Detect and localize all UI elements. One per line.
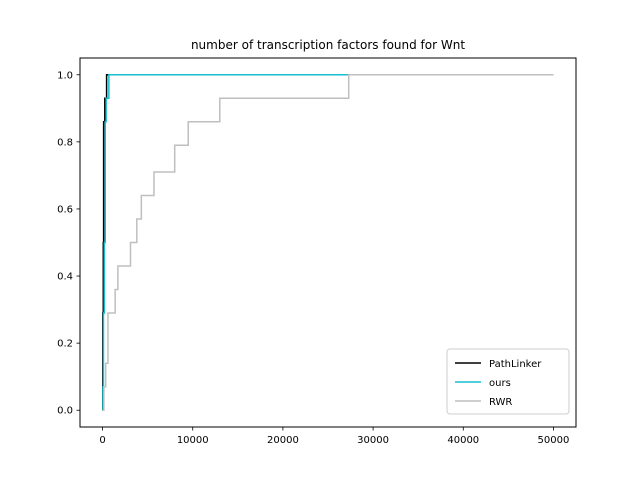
y-tick-label: 1.0 (57, 70, 73, 81)
legend-label: PathLinker (489, 359, 542, 370)
legend-label: RWR (489, 397, 512, 408)
y-tick-label: 0.6 (57, 204, 73, 215)
series-line-rwr (102, 74, 554, 411)
legend-box (446, 348, 570, 415)
series-layer (102, 74, 554, 411)
y-tick-label: 0.4 (57, 272, 73, 283)
legend: PathLinker ours RWR (446, 348, 570, 415)
x-tick-label: 50000 (538, 435, 570, 446)
plot-frame (79, 57, 577, 428)
x-tick-label: 40000 (447, 435, 479, 446)
legend-label: ours (489, 378, 511, 389)
chart-title: number of transcription factors found fo… (191, 38, 465, 52)
y-axis: 0.0 0.2 0.4 0.6 0.8 1.0 (57, 70, 80, 417)
x-tick-label: 30000 (357, 435, 389, 446)
x-axis: 0 10000 20000 30000 40000 50000 (99, 427, 569, 446)
x-tick-label: 20000 (267, 435, 299, 446)
x-tick-label: 10000 (177, 435, 209, 446)
y-tick-label: 0.2 (57, 339, 73, 350)
y-tick-label: 0.0 (57, 406, 73, 417)
y-tick-label: 0.8 (57, 137, 73, 148)
x-tick-label: 0 (99, 435, 105, 446)
series-line-ours (102, 74, 554, 411)
